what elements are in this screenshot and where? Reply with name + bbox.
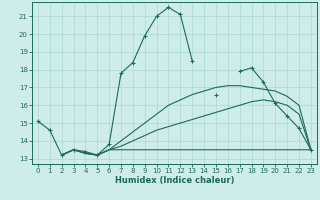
X-axis label: Humidex (Indice chaleur): Humidex (Indice chaleur)	[115, 176, 234, 185]
